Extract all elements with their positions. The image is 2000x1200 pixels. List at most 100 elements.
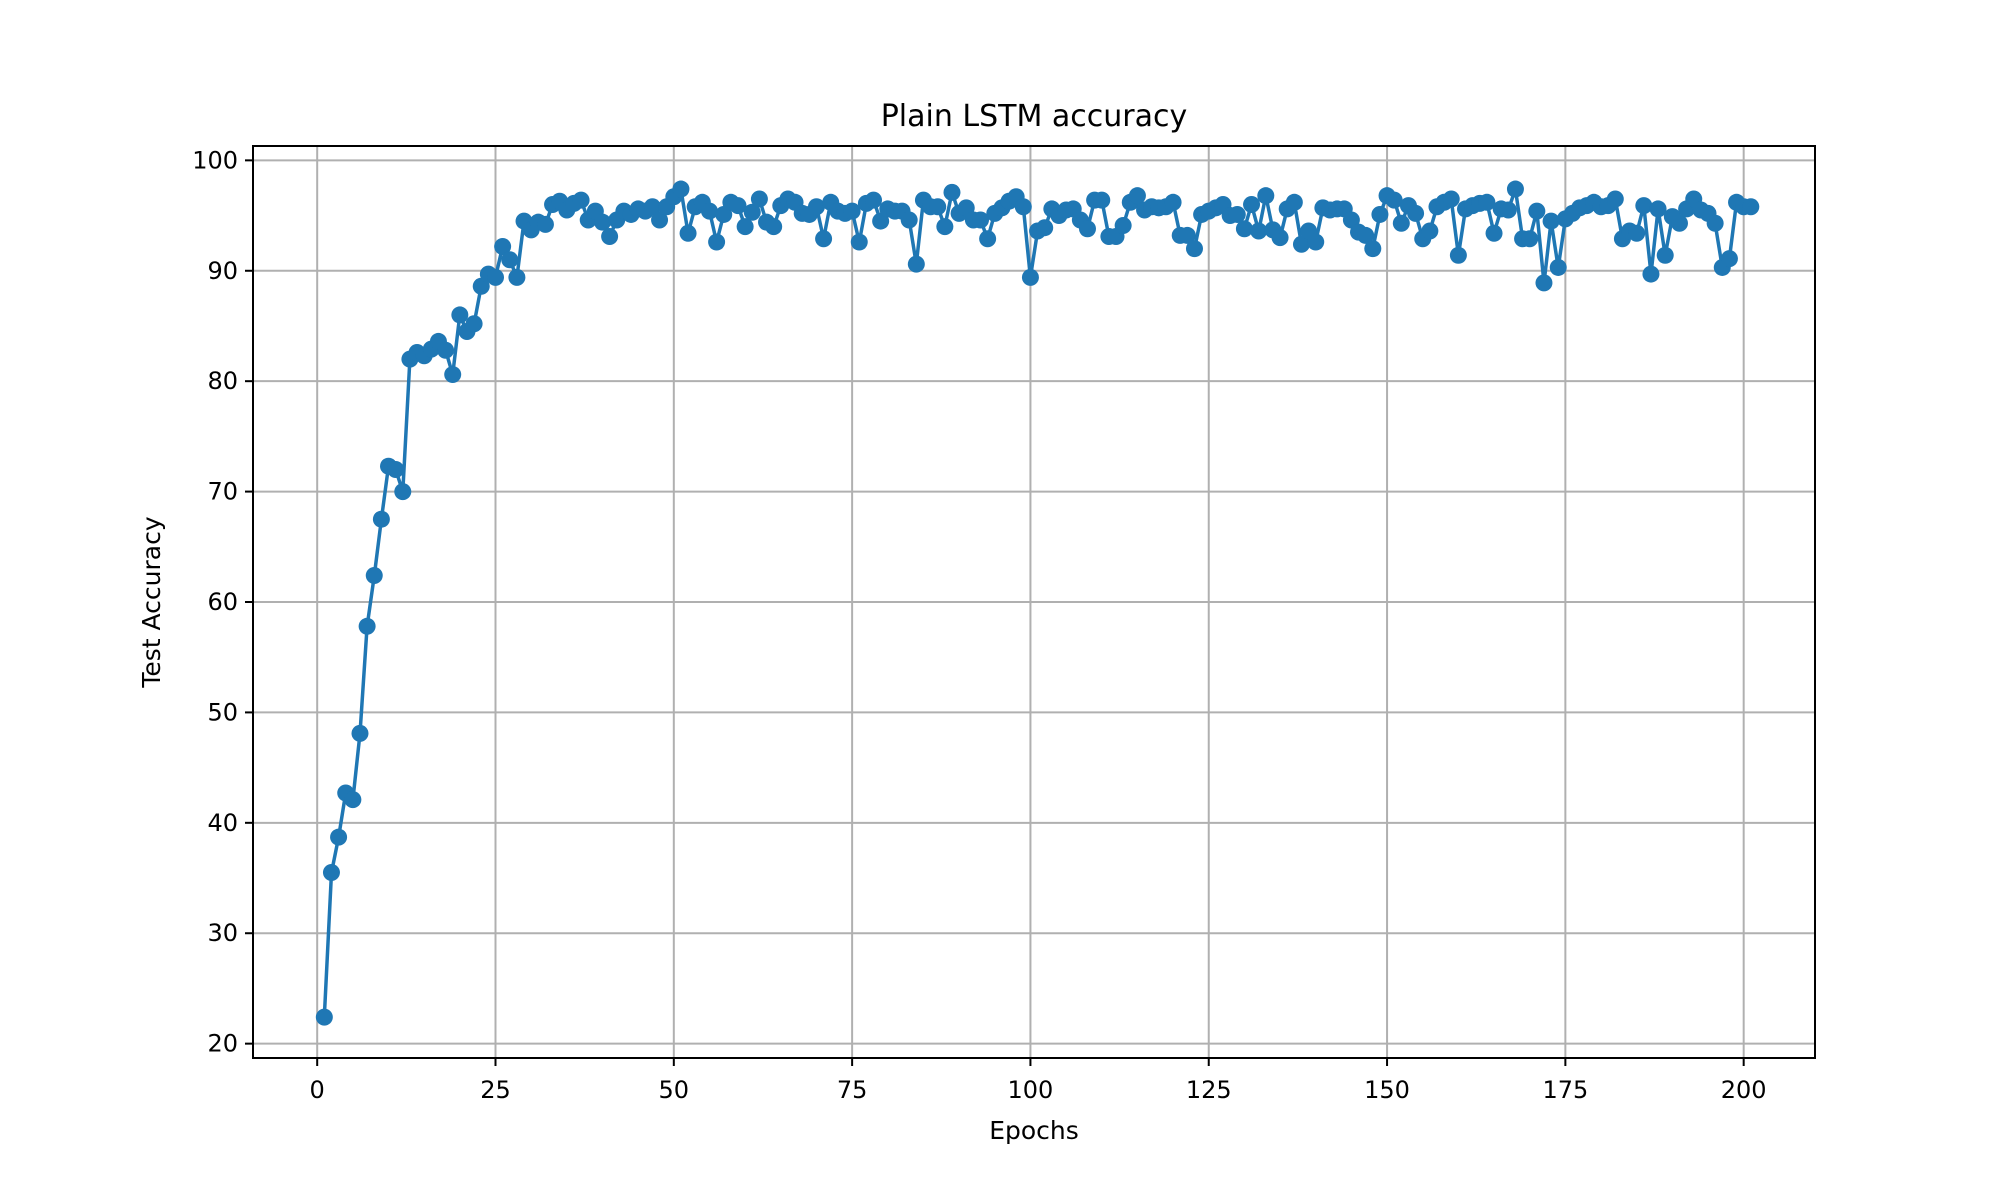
data-point <box>807 198 825 216</box>
data-point <box>736 218 754 236</box>
data-point <box>1185 240 1203 258</box>
data-point <box>708 233 726 251</box>
data-point <box>1442 190 1460 208</box>
data-point <box>487 268 505 286</box>
y-tick-label: 80 <box>207 367 238 395</box>
data-point <box>1535 274 1553 292</box>
data-point <box>437 341 455 359</box>
y-tick-label: 90 <box>207 257 238 285</box>
data-point <box>1628 224 1646 242</box>
data-point <box>494 237 512 255</box>
y-tick-label: 60 <box>207 588 238 616</box>
ticks-layer: 0 25 50 75 100 125 150 175 200 20 30 40 50 60 70 80 90 10… <box>192 146 1766 1104</box>
data-point <box>1521 230 1539 248</box>
data-point <box>501 251 519 269</box>
data-point <box>1670 214 1688 232</box>
data-point <box>1235 220 1253 238</box>
series-layer <box>315 180 1760 1026</box>
y-tick-label: 70 <box>207 478 238 506</box>
data-point <box>572 191 590 209</box>
data-point <box>1606 190 1624 208</box>
x-tick-label: 25 <box>480 1076 511 1104</box>
x-tick-label: 50 <box>659 1076 690 1104</box>
data-point <box>593 213 611 231</box>
data-point <box>1499 201 1517 219</box>
data-point <box>936 218 954 236</box>
data-point <box>1407 204 1425 222</box>
data-point <box>765 218 783 236</box>
y-axis-label: Test Accuracy <box>137 516 166 689</box>
data-point <box>1485 224 1503 242</box>
data-point <box>979 230 997 248</box>
data-point <box>972 211 990 229</box>
data-point <box>1250 222 1268 240</box>
data-point <box>451 306 469 324</box>
y-tick-label: 30 <box>207 919 238 947</box>
x-tick-label: 175 <box>1542 1076 1588 1104</box>
x-tick-label: 75 <box>837 1076 868 1104</box>
data-point <box>865 191 883 209</box>
data-point <box>1720 250 1738 268</box>
data-point <box>943 183 961 201</box>
data-point <box>1357 226 1375 244</box>
data-point <box>365 567 383 585</box>
data-point <box>1021 268 1039 286</box>
data-point <box>601 228 619 246</box>
data-point <box>1656 246 1674 264</box>
data-point <box>1292 235 1310 253</box>
data-point <box>315 1008 333 1026</box>
data-point <box>1542 212 1560 230</box>
data-point <box>358 617 376 635</box>
data-point <box>1114 216 1132 234</box>
data-point <box>351 724 369 742</box>
data-point <box>1528 202 1546 220</box>
data-point <box>508 268 526 286</box>
data-point <box>1478 193 1496 211</box>
data-point <box>372 510 390 528</box>
data-point <box>1307 233 1325 251</box>
data-point <box>1742 198 1760 216</box>
data-point <box>743 203 761 221</box>
data-point <box>1371 205 1389 223</box>
data-point <box>1178 226 1196 244</box>
data-point <box>1706 214 1724 232</box>
data-point <box>729 197 747 215</box>
data-point <box>1364 240 1382 258</box>
data-point <box>322 864 340 882</box>
y-tick-label: 50 <box>207 698 238 726</box>
x-axis-label: Epochs <box>989 1116 1079 1145</box>
plot-frame <box>252 145 1816 1059</box>
data-point <box>387 461 405 479</box>
data-point <box>850 233 868 251</box>
data-point <box>815 230 833 248</box>
data-point <box>1392 214 1410 232</box>
data-point <box>344 791 362 809</box>
data-point <box>1285 193 1303 211</box>
chart-title: Plain LSTM accuracy <box>881 99 1188 134</box>
data-point <box>1257 187 1275 205</box>
data-point <box>536 215 554 233</box>
data-point <box>643 198 661 216</box>
data-point <box>465 315 483 333</box>
data-point <box>900 211 918 229</box>
data-point <box>1449 246 1467 264</box>
x-tick-label: 125 <box>1186 1076 1232 1104</box>
data-point <box>1649 200 1667 218</box>
data-point <box>1549 258 1567 276</box>
data-point <box>929 198 947 216</box>
data-point <box>672 180 690 198</box>
x-tick-label: 150 <box>1364 1076 1410 1104</box>
data-point <box>651 211 669 229</box>
data-point <box>1078 220 1096 238</box>
data-point <box>394 483 412 501</box>
data-point <box>1271 229 1289 247</box>
data-point <box>1093 191 1111 209</box>
x-tick-label: 0 <box>310 1076 325 1104</box>
x-tick-label: 100 <box>1008 1076 1054 1104</box>
y-tick-label: 40 <box>207 809 238 837</box>
data-point <box>1506 180 1524 198</box>
data-point <box>1164 193 1182 211</box>
data-point <box>907 255 925 273</box>
data-point <box>679 224 697 242</box>
